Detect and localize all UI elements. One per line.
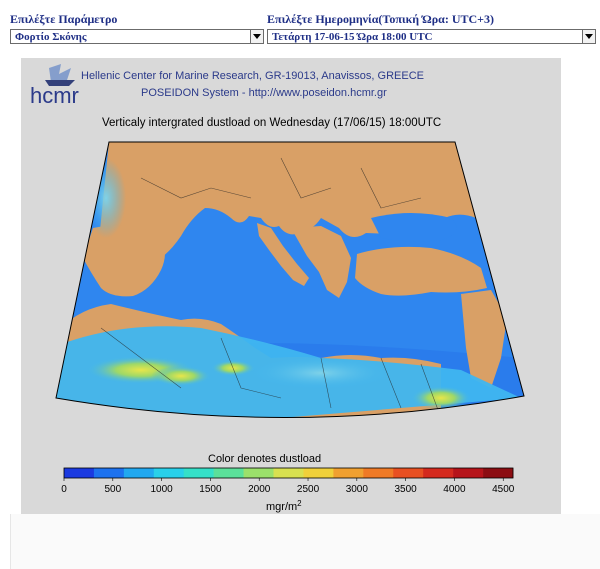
colorbar-segment	[273, 468, 304, 478]
forecast-map-image: hcmr Hellenic Center for Marine Research…	[30, 64, 525, 513]
colorbar-segment	[93, 468, 125, 478]
colorbar-segment	[153, 468, 185, 478]
colorbar-tick-label: 4500	[492, 484, 515, 495]
colorbar-tick-label: 0	[61, 484, 67, 495]
colorbar-segment	[243, 468, 274, 478]
colorbar-segment	[183, 468, 214, 478]
colorbar-segment	[363, 468, 394, 478]
institute-line: Hellenic Center for Marine Research, GR-…	[81, 70, 424, 82]
colorbar-segment	[453, 468, 484, 478]
colorbar-segment	[303, 468, 334, 478]
forecast-map-panel: hcmr Hellenic Center for Marine Research…	[21, 58, 561, 514]
units-superscript: 2	[297, 499, 302, 508]
colorbar-segment	[64, 468, 95, 478]
system-line: POSEIDON System - http://www.poseidon.hc…	[141, 87, 387, 99]
colorbar-segment	[123, 468, 155, 478]
chevron-down-icon[interactable]	[582, 30, 595, 43]
colorbar-tick-label: 500	[104, 484, 121, 495]
colorbar: 0 500 1000 1500 2000 2500 3000 3500 4000 4500	[61, 467, 515, 495]
date-select[interactable]: Τετάρτη 17-06-15 Ώρα 18:00 UTC	[267, 29, 596, 44]
colorbar-units: mgr/m2	[266, 499, 302, 513]
date-label: Επιλέξτε Ημερομηνία(Τοπική Ώρα: UTC+3)	[267, 12, 494, 26]
chevron-down-icon[interactable]	[250, 30, 263, 43]
colorbar-tick-label: 1000	[150, 484, 173, 495]
colorbar-segment	[423, 468, 454, 478]
colorbar-tick-label: 4000	[443, 484, 466, 495]
colorbar-segment	[333, 468, 364, 478]
map-area	[56, 142, 524, 418]
colorbar-segment	[483, 468, 514, 478]
colorbar-segment	[393, 468, 424, 478]
colorbar-tick-label: 2500	[297, 484, 320, 495]
colorbar-segment	[213, 468, 244, 478]
hcmr-logo: hcmr	[30, 64, 79, 108]
parameter-label: Επιλέξτε Παράμετρο	[10, 12, 118, 26]
top-controls: Επιλέξτε Παράμετρο Επιλέξτε Ημερομηνία(Τ…	[0, 0, 600, 50]
colorbar-outline	[63, 467, 514, 479]
colorbar-tick-label: 1500	[199, 484, 222, 495]
colorbar-title: Color denotes dustload	[208, 453, 321, 465]
colorbar-tick-label: 3500	[395, 484, 418, 495]
parameter-select-value: Φορτίο Σκόνης	[15, 31, 87, 43]
units-text: mgr/m	[266, 501, 297, 513]
colorbar-tick-label: 3000	[346, 484, 369, 495]
lower-blank-area	[10, 514, 600, 569]
colorbar-tick-label: 2000	[248, 484, 271, 495]
date-select-value: Τετάρτη 17-06-15 Ώρα 18:00 UTC	[272, 31, 433, 43]
map-title: Verticaly intergrated dustload on Wednes…	[102, 117, 441, 129]
parameter-select[interactable]: Φορτίο Σκόνης	[10, 29, 264, 44]
logo-text: hcmr	[30, 83, 79, 108]
